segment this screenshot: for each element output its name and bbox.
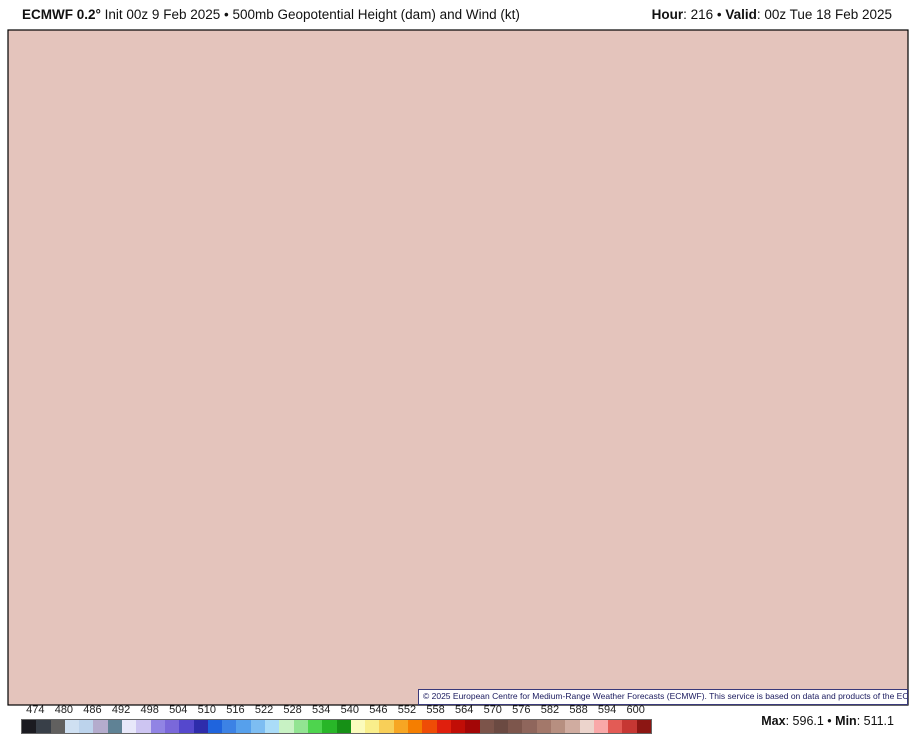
colorbar-tick-label: 504 (169, 704, 188, 716)
colorbar-tick-label: 480 (54, 704, 74, 716)
colorbar-cell (422, 720, 437, 733)
header-bar: ECMWF 0.2° Init 00z 9 Feb 2025 • 500mb G… (0, 0, 914, 30)
colorbar-tick-label: 492 (111, 704, 131, 716)
colorbar-tick-label: 600 (626, 704, 645, 716)
colorbar-cell (565, 720, 580, 733)
colorbar-cell (436, 720, 451, 733)
colorbar-cell (36, 720, 51, 733)
colorbar-cell (450, 720, 466, 733)
colorbar-cell (522, 720, 537, 733)
colorbar-tick-label: 582 (540, 704, 560, 716)
colorbar-tick-label: 516 (226, 704, 245, 716)
colorbar-cell (465, 720, 480, 733)
valid-value: : 00z Tue 18 Feb 2025 (756, 7, 892, 22)
colorbar-cell (393, 720, 409, 733)
colorbar-cell (79, 720, 94, 733)
colorbar-cell (350, 720, 366, 733)
colorbar-cell (250, 720, 266, 733)
colorbar-cell (579, 720, 594, 733)
colorbar-tick-label: 510 (197, 704, 217, 716)
colorbar-tick-label: 552 (397, 704, 417, 716)
colorbar-tick-labels: 474 480 486 492 498 504 510 516 522 528 534 540 546 5… (0, 704, 914, 717)
colorbar-cell (207, 720, 223, 733)
hour-value: : 216 • (683, 7, 726, 22)
colorbar-cell (179, 720, 194, 733)
colorbar-cell (336, 720, 351, 733)
colorbar-cell (379, 720, 394, 733)
valid-time: Hour: 216 • Valid: 00z Tue 18 Feb 2025 (652, 7, 892, 22)
colorbar-cell (150, 720, 165, 733)
colorbar-cell (22, 720, 37, 733)
colorbar-cell (493, 720, 509, 733)
colorbar-cell (479, 720, 494, 733)
max-label: Max (761, 714, 786, 728)
colorbar-cell (64, 720, 80, 733)
max-value: : 596.1 • (785, 714, 836, 728)
colorbar-cell (279, 720, 294, 733)
colorbar-cell (50, 720, 65, 733)
colorbar-tick-label: 558 (426, 704, 445, 716)
colorbar-cell (608, 720, 623, 733)
colorbar-cell (307, 720, 323, 733)
colorbar-cell (193, 720, 208, 733)
title-subtitle: Init 00z 9 Feb 2025 • 500mb Geopotential… (100, 7, 520, 22)
model-name: ECMWF 0.2° (22, 7, 101, 22)
colorbar-cell (536, 720, 551, 733)
map-title: ECMWF 0.2° Init 00z 9 Feb 2025 • 500mb G… (22, 7, 520, 22)
colorbar-tick-label: 546 (369, 704, 388, 716)
colorbar-cell (122, 720, 137, 733)
colorbar-tick-label: 594 (597, 704, 617, 716)
colorbar-cell (293, 720, 308, 733)
max-min-readout: Max: 596.1 • Min: 511.1 (761, 714, 894, 728)
colorbar-cell (236, 720, 251, 733)
min-value: : 511.1 (856, 714, 894, 728)
colorbar-cell (136, 720, 151, 733)
colorbar-tick-label: 570 (483, 704, 502, 716)
hour-label: Hour (651, 7, 684, 22)
colorbar-tick-label: 540 (340, 704, 359, 716)
colorbar-tick-label: 486 (83, 704, 102, 716)
colorbar-tick-label: 528 (283, 704, 302, 716)
colorbar-cell (265, 720, 280, 733)
colorbar-cell (107, 720, 123, 733)
colorbar-tick-label: 474 (26, 704, 45, 716)
colorbar-tick-label: 534 (312, 704, 331, 716)
colorbar-cell (365, 720, 380, 733)
colorbar-cell (508, 720, 523, 733)
colorbar-cell (93, 720, 108, 733)
colorbar-cell (222, 720, 237, 733)
colorbar-tick-label: 588 (569, 704, 588, 716)
colorbar-cell (322, 720, 337, 733)
colorbar-cell (408, 720, 423, 733)
colorbar-tick-label: 498 (140, 704, 159, 716)
colorbar-tick-label: 564 (454, 704, 474, 716)
colorbar-cell (164, 720, 180, 733)
min-label: Min (835, 714, 857, 728)
colorbar (21, 719, 652, 734)
map-border (7, 29, 909, 706)
valid-label: Valid (725, 7, 757, 22)
colorbar-tick-label: 576 (512, 704, 531, 716)
colorbar-cell (593, 720, 609, 733)
colorbar-cell (622, 720, 637, 733)
colorbar-tick-label: 522 (254, 704, 274, 716)
copyright-strip: © 2025 European Centre for Medium-Range … (418, 689, 908, 705)
map-base-fill (8, 30, 908, 705)
colorbar-cell (636, 720, 652, 733)
colorbar-cell (550, 720, 566, 733)
